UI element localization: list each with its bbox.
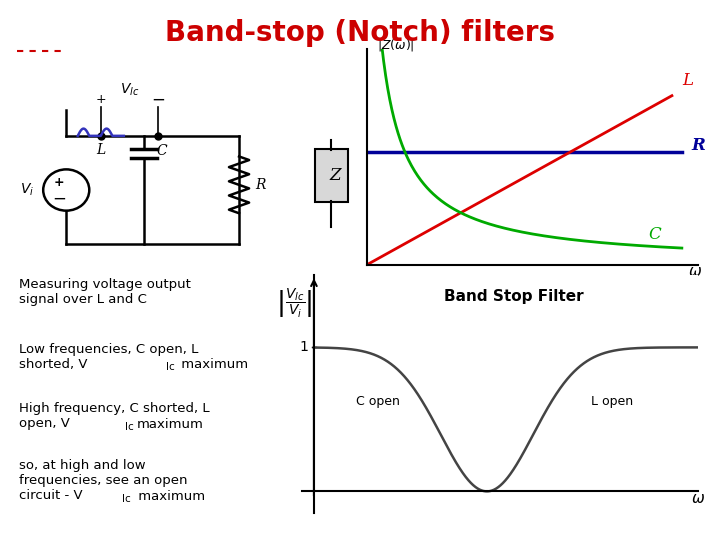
Text: lc: lc: [125, 422, 134, 431]
Text: $V_{lc}$: $V_{lc}$: [120, 81, 139, 98]
Text: Low frequencies, C open, L
shorted, V: Low frequencies, C open, L shorted, V: [19, 342, 198, 370]
Text: +: +: [96, 93, 106, 106]
Text: $\omega$: $\omega$: [691, 492, 706, 506]
Text: $V_i$: $V_i$: [20, 182, 35, 198]
Text: lc: lc: [166, 362, 174, 372]
Text: L: L: [682, 72, 693, 89]
Text: $\omega$: $\omega$: [688, 266, 702, 280]
Text: High frequency, C shorted, L
open, V: High frequency, C shorted, L open, V: [19, 402, 210, 430]
Text: maximum: maximum: [134, 490, 205, 503]
Text: L: L: [96, 143, 105, 157]
Text: Band Stop Filter: Band Stop Filter: [444, 289, 584, 305]
Text: −: −: [52, 190, 66, 208]
Text: R: R: [256, 178, 266, 192]
Text: Measuring voltage output
signal over L and C: Measuring voltage output signal over L a…: [19, 278, 191, 306]
Text: Z: Z: [330, 167, 341, 184]
Text: C: C: [156, 144, 166, 158]
Text: C open: C open: [356, 395, 400, 408]
Text: Band-stop (Notch) filters: Band-stop (Notch) filters: [165, 19, 555, 47]
Text: R: R: [692, 137, 706, 154]
Text: +: +: [54, 176, 64, 189]
Text: so, at high and low
frequencies, see an open
circuit - V: so, at high and low frequencies, see an …: [19, 459, 187, 502]
Text: C: C: [649, 226, 662, 242]
Text: $|Z(\omega)|$: $|Z(\omega)|$: [377, 37, 415, 53]
Text: maximum: maximum: [137, 418, 204, 431]
Text: $\left|\dfrac{V_{lc}}{V_i}\right|$: $\left|\dfrac{V_{lc}}{V_i}\right|$: [276, 287, 312, 320]
Text: lc: lc: [122, 494, 131, 504]
FancyBboxPatch shape: [315, 149, 348, 202]
Text: L open: L open: [590, 395, 633, 408]
Text: −: −: [151, 91, 166, 109]
Text: $1$: $1$: [299, 340, 308, 354]
Text: maximum: maximum: [177, 358, 248, 371]
